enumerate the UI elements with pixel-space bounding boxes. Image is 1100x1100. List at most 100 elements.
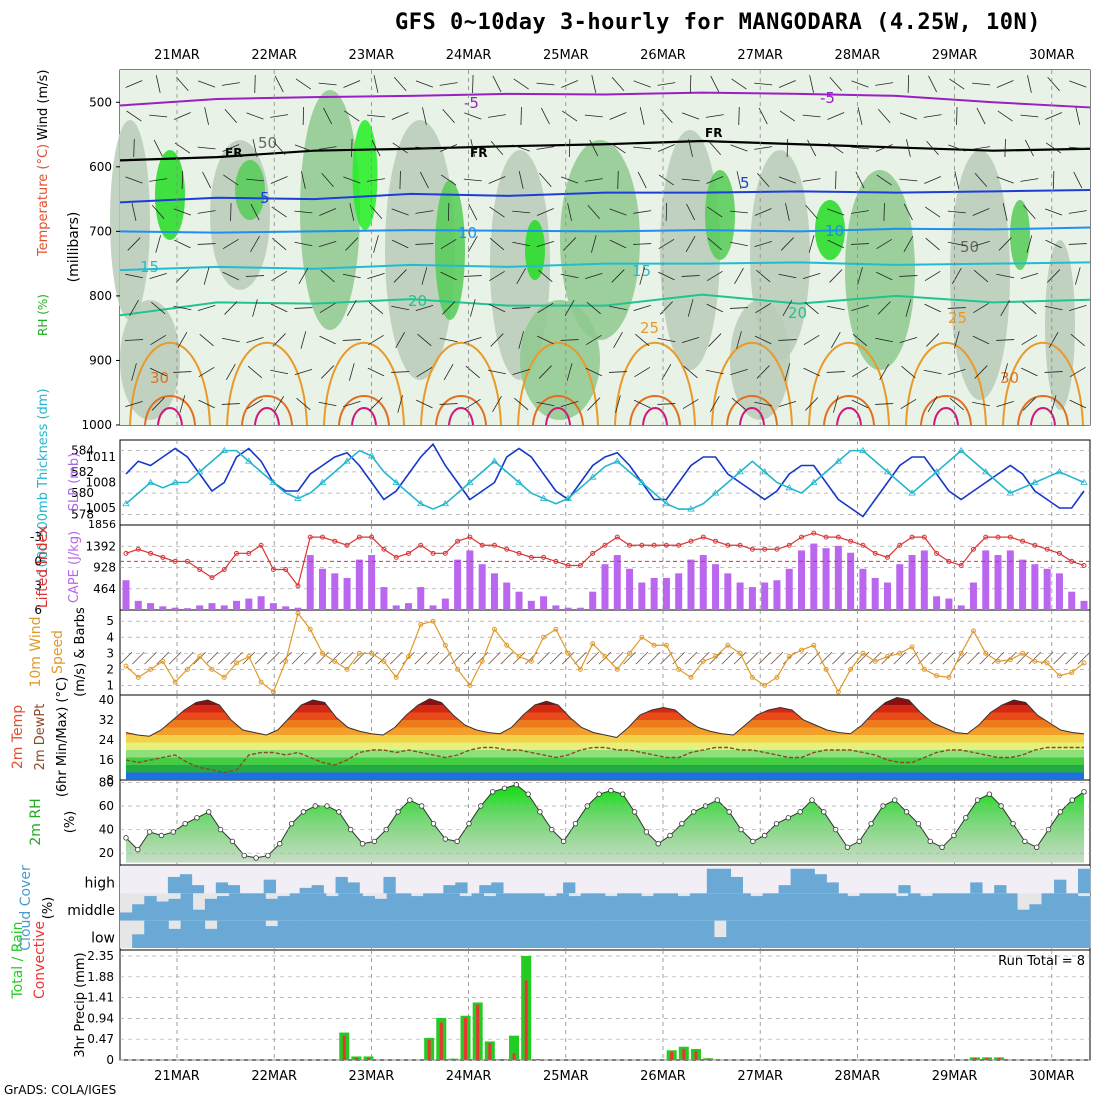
contour-label: 30 bbox=[150, 369, 169, 387]
wind-barb bbox=[706, 303, 724, 313]
cloud-bar bbox=[920, 920, 933, 948]
y-tick-label: -3 bbox=[30, 530, 42, 544]
wind-barb bbox=[930, 651, 943, 665]
y-tick-label: 24 bbox=[99, 733, 114, 747]
cloud-bar bbox=[374, 920, 388, 948]
cloud-bar bbox=[520, 893, 533, 921]
wind-barb bbox=[1045, 208, 1063, 216]
lifted-index-point bbox=[184, 558, 190, 564]
wind-speed-point bbox=[1069, 670, 1075, 676]
thickness-point bbox=[859, 446, 867, 454]
wind-barb bbox=[709, 395, 720, 413]
cloud-bar bbox=[1053, 893, 1067, 921]
contour-label: 50 bbox=[258, 134, 277, 152]
cloud-bar bbox=[859, 920, 873, 948]
cloud-bar bbox=[398, 893, 412, 921]
cape-bar bbox=[724, 573, 732, 610]
rh-shading bbox=[385, 120, 455, 380]
lifted-index-point bbox=[1007, 534, 1013, 540]
wind-barb bbox=[758, 651, 771, 665]
cloud-bar bbox=[311, 885, 324, 894]
lifted-index-point bbox=[762, 546, 768, 552]
lifted-index-point bbox=[491, 542, 497, 548]
y-tick-label: 1005 bbox=[85, 501, 116, 515]
wind-barb bbox=[512, 368, 530, 376]
wind-barb bbox=[610, 651, 624, 665]
wind-barb bbox=[876, 238, 893, 250]
wind-barb bbox=[868, 651, 882, 665]
wind-speed-point bbox=[590, 641, 596, 647]
wind-barb bbox=[391, 239, 409, 249]
wind-speed-point bbox=[737, 650, 743, 656]
wind-barb bbox=[279, 651, 292, 665]
cape-bar bbox=[589, 591, 597, 610]
wind-barb bbox=[782, 299, 793, 317]
wind-barb bbox=[972, 401, 990, 407]
cloud-bar bbox=[179, 874, 193, 894]
lifted-index-point bbox=[528, 554, 534, 560]
thickness-point bbox=[834, 457, 843, 464]
thickness-point bbox=[908, 489, 916, 496]
wind-barb bbox=[344, 110, 360, 122]
wind-barb bbox=[353, 651, 366, 665]
thickness-point bbox=[589, 473, 597, 480]
lifted-index-point bbox=[934, 550, 940, 556]
rh-point bbox=[726, 809, 732, 815]
lifted-index-point bbox=[590, 550, 596, 556]
wind-barb bbox=[300, 331, 307, 349]
cloud-bar bbox=[167, 876, 181, 894]
wind-barb bbox=[942, 651, 956, 665]
cloud-bar bbox=[168, 928, 181, 948]
y-tick-label: 1000 bbox=[81, 418, 112, 432]
wind-barb bbox=[778, 80, 796, 88]
contour-label: 5 bbox=[740, 174, 750, 192]
wind-barb bbox=[302, 106, 305, 126]
wind-barb bbox=[805, 204, 818, 220]
wind-barb bbox=[223, 174, 239, 186]
rh-shading bbox=[1045, 240, 1075, 410]
cape-bar bbox=[785, 568, 793, 610]
cloud-bar bbox=[229, 893, 242, 921]
wind-barb bbox=[197, 210, 216, 214]
wind-barb bbox=[295, 78, 312, 90]
wind-barb bbox=[696, 651, 710, 665]
wind-barb bbox=[536, 146, 555, 150]
rh-point bbox=[809, 797, 815, 803]
wind-barb bbox=[270, 114, 289, 118]
lifted-index-point bbox=[197, 567, 203, 573]
cape-bar bbox=[601, 564, 609, 610]
wind-speed-point bbox=[565, 650, 571, 656]
rh-point bbox=[135, 846, 141, 853]
cloud-bar bbox=[1029, 920, 1042, 948]
wind-barb bbox=[567, 203, 572, 221]
wind-barb bbox=[827, 112, 845, 120]
cloud-bar bbox=[326, 920, 339, 948]
wind-barb bbox=[270, 303, 288, 313]
cloud-bar bbox=[423, 893, 436, 921]
wind-barb bbox=[155, 235, 161, 253]
cloud-bar bbox=[835, 920, 848, 948]
lifted-index-point bbox=[332, 538, 338, 544]
thickness-point bbox=[760, 468, 769, 475]
thickness-point bbox=[441, 499, 450, 507]
wind-barb bbox=[463, 178, 482, 182]
wind-barb bbox=[173, 305, 192, 311]
cloud-level-label: low bbox=[91, 930, 115, 946]
wind-barb bbox=[736, 171, 742, 189]
wind-barb bbox=[470, 299, 476, 317]
cloud-bar bbox=[1029, 904, 1042, 921]
wind-barb bbox=[778, 176, 796, 184]
wind-barb bbox=[514, 397, 529, 411]
wind-barb bbox=[151, 397, 165, 411]
rh-point bbox=[454, 838, 460, 845]
isotherm-25 bbox=[808, 341, 890, 426]
wind-barb bbox=[906, 139, 911, 157]
lifted-index-point bbox=[602, 542, 608, 548]
wind-speed-point bbox=[123, 663, 129, 669]
wind-barb bbox=[490, 140, 504, 156]
precip-convective-bar bbox=[367, 1057, 371, 1060]
rh-point bbox=[1022, 838, 1028, 845]
thickness-point bbox=[687, 505, 695, 512]
wind-barb bbox=[585, 334, 602, 346]
thickness-point bbox=[417, 499, 425, 507]
